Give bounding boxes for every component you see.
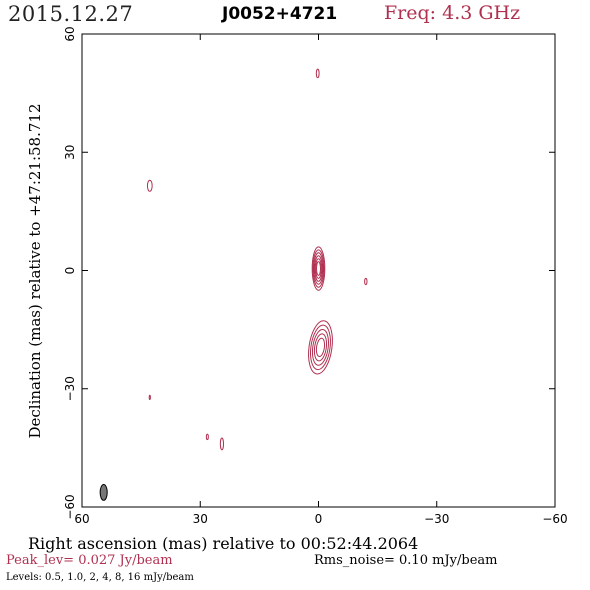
x-axis-label: Right ascension (mas) relative to 00:52:… <box>28 534 419 553</box>
y-tick-label: −60 <box>63 494 77 519</box>
contour-line <box>315 337 326 358</box>
contour-line <box>313 333 328 362</box>
x-tick-label: −30 <box>424 512 449 526</box>
beam-ellipse <box>99 484 108 501</box>
plot-frame <box>81 33 556 508</box>
contour-line <box>308 320 333 375</box>
peak-level: Peak_lev= 0.027 Jy/beam <box>6 553 173 568</box>
x-tick-label: −60 <box>542 512 567 526</box>
contour-line <box>315 68 320 79</box>
x-tick-label: 0 <box>315 512 323 526</box>
y-tick-label: −30 <box>63 376 77 401</box>
contour-line <box>311 328 329 366</box>
rms-noise: Rms_noise= 0.10 mJy/beam <box>314 553 498 568</box>
contour-line <box>310 324 331 371</box>
x-tick-label: 30 <box>193 512 208 526</box>
y-tick-label: 30 <box>63 145 77 160</box>
contour-line <box>315 258 322 279</box>
contour-line <box>316 261 321 276</box>
y-tick-label: 60 <box>63 26 77 41</box>
contour-line <box>313 252 324 285</box>
observation-date: 2015.12.27 <box>8 2 134 26</box>
x-tick-label: 60 <box>74 512 89 526</box>
contour-line <box>312 249 325 288</box>
contour-line <box>146 179 153 192</box>
contour-line <box>364 277 368 286</box>
contour-line <box>148 394 151 401</box>
contour-line <box>219 437 225 451</box>
y-tick-label: 0 <box>63 267 77 275</box>
frequency-label: Freq: 4.3 GHz <box>384 2 521 24</box>
contour-line <box>314 255 323 282</box>
source-name: J0052+4721 <box>222 4 338 24</box>
contour-levels: Levels: 0.5, 1.0, 2, 4, 8, 16 mJy/beam <box>6 572 194 583</box>
y-axis-label: Declination (mas) relative to +47:21:58.… <box>26 103 44 439</box>
contour-line <box>205 433 209 441</box>
contour-line <box>311 246 326 291</box>
